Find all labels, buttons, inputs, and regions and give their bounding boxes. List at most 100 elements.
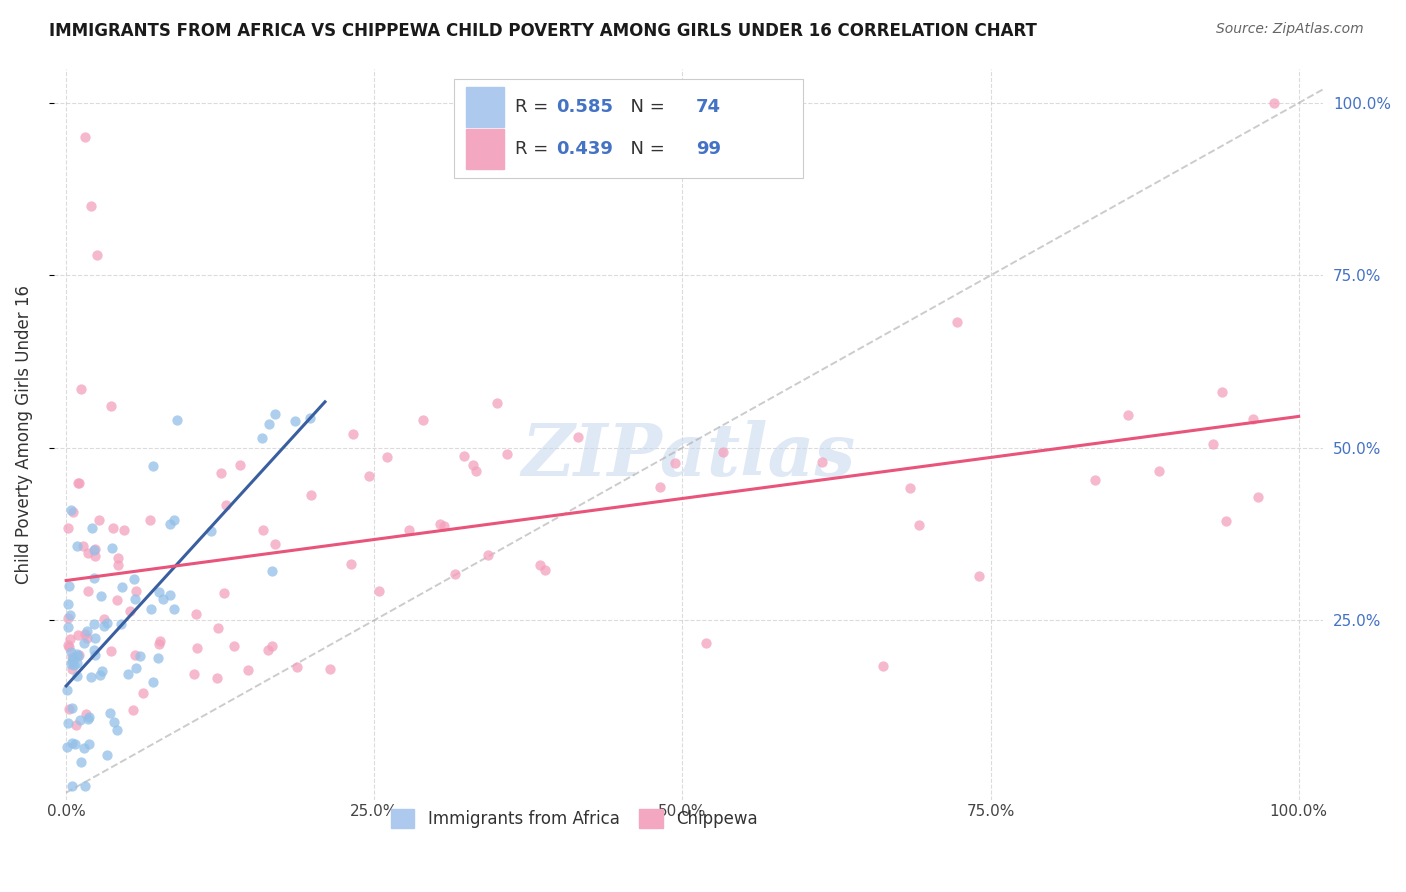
Point (163, 602, 186, 616)
Point (93, 612, 115, 626)
Point (84, 542, 107, 557)
Point (77, 710, 100, 724)
Point (357, 469, 380, 483)
Point (77, 712, 100, 726)
Point (212, 585, 235, 599)
Point (87, 513, 110, 527)
Point (58, 702, 80, 716)
Point (260, 639, 283, 653)
Point (122, 703, 145, 717)
Point (66, 539, 89, 553)
Point (342, 426, 364, 441)
Point (443, 566, 465, 581)
Point (205, 671, 228, 685)
Point (264, 537, 287, 551)
Point (477, 548, 499, 562)
Point (100, 706, 122, 721)
Point (76, 584, 98, 599)
Point (429, 516, 451, 531)
Point (110, 617, 132, 632)
Point (105, 592, 128, 607)
Point (58, 640, 80, 654)
Point (412, 413, 434, 427)
Point (84, 648, 107, 663)
Point (148, 634, 170, 648)
Point (86, 248, 108, 262)
Point (60, 779, 83, 793)
Point (117, 666, 139, 681)
Point (65, 738, 87, 752)
Point (260, 564, 283, 578)
Point (66, 656, 89, 670)
Point (124, 648, 146, 663)
Point (75, 626, 97, 640)
Point (152, 591, 174, 606)
Point (60, 645, 83, 659)
Point (100, 644, 122, 658)
Point (103, 714, 125, 729)
Point (1084, 473, 1107, 487)
Point (148, 585, 170, 599)
Point (229, 458, 252, 473)
Point (107, 551, 129, 566)
Point (1215, 514, 1237, 528)
Point (186, 640, 208, 655)
Point (298, 410, 321, 425)
Point (96, 615, 118, 630)
Point (65, 718, 87, 732)
Point (284, 414, 307, 428)
Point (257, 417, 280, 431)
Text: 74: 74 (696, 98, 721, 116)
Point (56, 716, 79, 731)
Point (461, 458, 484, 472)
Point (319, 662, 342, 676)
Point (142, 458, 165, 473)
Point (339, 557, 361, 571)
Point (73, 636, 96, 650)
Point (62, 655, 84, 669)
Point (529, 558, 551, 573)
Legend: Immigrants from Africa, Chippewa: Immigrants from Africa, Chippewa (384, 803, 765, 835)
Point (66, 647, 89, 661)
Point (124, 661, 146, 675)
Text: ZIPatlas: ZIPatlas (522, 420, 856, 491)
Text: R =: R = (515, 98, 554, 116)
Point (183, 667, 205, 681)
Point (534, 563, 557, 577)
Point (58, 638, 80, 652)
Point (148, 637, 170, 651)
Point (83, 617, 105, 632)
Point (496, 447, 519, 461)
Point (111, 581, 134, 595)
Point (453, 450, 475, 464)
Point (124, 572, 146, 586)
Point (84, 631, 107, 645)
Point (159, 516, 181, 531)
Point (485, 396, 508, 410)
Point (60, 736, 83, 750)
Point (83, 571, 105, 585)
Point (107, 558, 129, 572)
Point (80, 521, 103, 535)
Point (100, 400, 122, 414)
Point (967, 569, 990, 583)
Point (139, 602, 162, 616)
Point (711, 445, 734, 459)
Point (252, 524, 274, 538)
Point (898, 481, 921, 495)
Point (299, 488, 322, 502)
Point (159, 588, 181, 602)
Point (209, 466, 232, 480)
Point (184, 607, 207, 622)
Point (62, 505, 84, 519)
Text: Source: ZipAtlas.com: Source: ZipAtlas.com (1216, 22, 1364, 37)
FancyBboxPatch shape (467, 128, 505, 169)
Point (66, 669, 89, 683)
Y-axis label: Child Poverty Among Girls Under 16: Child Poverty Among Girls Under 16 (15, 285, 32, 583)
Point (1211, 384, 1233, 399)
Point (105, 723, 128, 737)
Point (377, 450, 399, 465)
Point (138, 513, 160, 527)
Point (101, 521, 124, 535)
Point (66, 648, 89, 663)
